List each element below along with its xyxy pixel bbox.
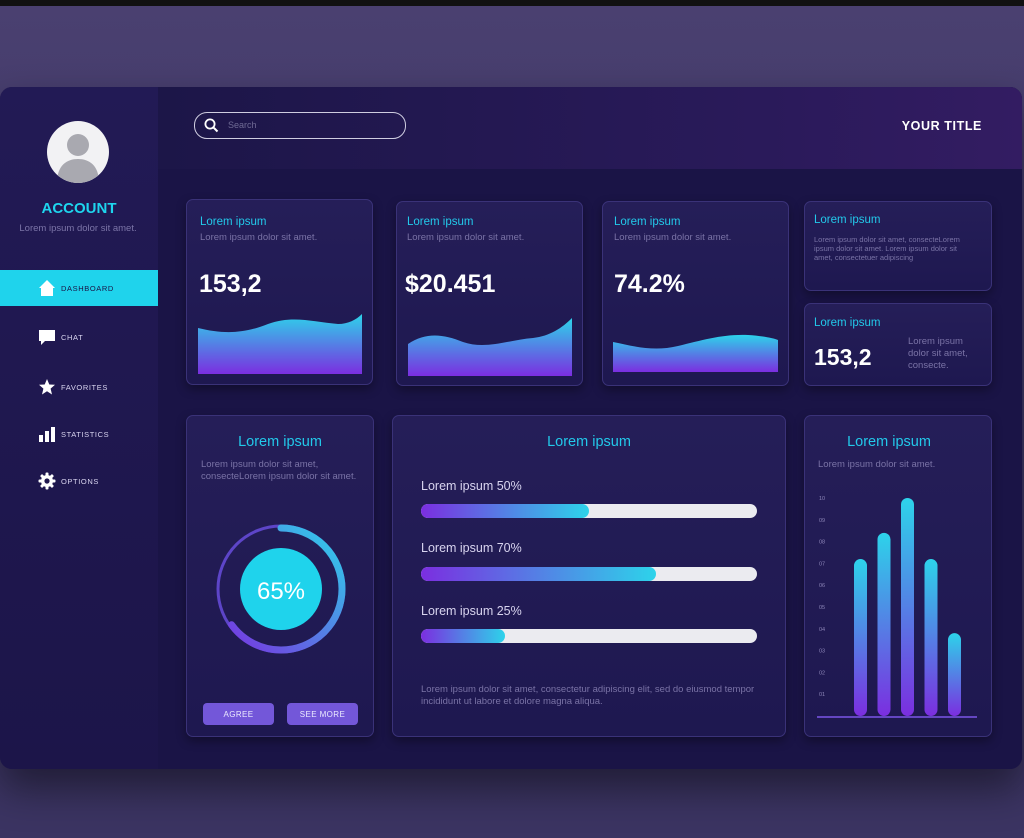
area-sparkline — [198, 314, 362, 374]
progress-fill — [421, 504, 589, 518]
card-text: Lorem ipsum dolor sit amet, consecte. — [908, 336, 968, 371]
stat-value: $20.451 — [405, 270, 496, 298]
card-title: Lorem ipsum — [547, 434, 631, 450]
card-text: Lorem ipsum dolor sit amet, consecteLore… — [814, 235, 960, 262]
sidebar-item-statistics[interactable]: STATISTICS — [0, 416, 158, 452]
card-title: Lorem ipsum — [814, 317, 881, 329]
stat-card[interactable]: Lorem ipsum Lorem ipsum dolor sit amet. … — [396, 201, 583, 386]
card-subtitle: Lorem ipsum dolor sit amet. — [614, 232, 732, 243]
progress-fill — [421, 629, 505, 643]
gear-icon — [37, 471, 57, 491]
search-placeholder: Search — [228, 120, 257, 130]
sidebar-item-label: FAVORITES — [61, 382, 108, 392]
progress-label: Lorem ipsum 70% — [421, 541, 522, 555]
account-subtitle: Lorem ipsum dolor sit amet. — [19, 223, 137, 234]
y-tick-label: 07 — [819, 561, 825, 567]
top-edge — [0, 0, 1024, 6]
card-title: Lorem ipsum — [614, 216, 681, 228]
card-title: Lorem ipsum — [238, 434, 322, 450]
avatar[interactable] — [47, 121, 109, 183]
chart-bar — [877, 532, 891, 716]
card-title: Lorem ipsum — [200, 216, 267, 228]
card-subtitle: Lorem ipsum dolor sit amet. — [407, 232, 525, 243]
sidebar-item-chat[interactable]: CHAT — [0, 319, 158, 355]
sidebar-item-label: OPTIONS — [61, 476, 99, 486]
area-sparkline — [613, 334, 778, 372]
chart-bar — [854, 559, 867, 716]
y-tick-label: 02 — [819, 670, 825, 676]
y-tick-label: 03 — [819, 649, 825, 655]
header-bar: Search YOUR TITLE — [158, 87, 1022, 169]
card-footer-text: Lorem ipsum dolor sit amet, consectetur … — [421, 684, 755, 707]
card-text: Lorem ipsum dolor sit amet, consecteLore… — [201, 459, 357, 482]
donut-value: 65% — [256, 578, 306, 605]
sidebar-item-favorites[interactable]: FAVORITES — [0, 369, 158, 405]
progress-card[interactable]: Lorem ipsum Lorem ipsum 50% Lorem ipsum … — [392, 415, 786, 737]
y-tick-label: 09 — [819, 518, 825, 524]
y-tick-label: 05 — [819, 605, 825, 611]
sidebar-item-dashboard[interactable]: DASHBOARD — [0, 270, 158, 306]
progress-bar — [421, 629, 757, 643]
main-area: Search YOUR TITLE Lorem ipsum Lorem ipsu… — [158, 87, 1022, 769]
sidebar-item-options[interactable]: OPTIONS — [0, 463, 158, 499]
chart-card[interactable]: Lorem ipsum Lorem ipsum dolor sit amet. … — [804, 415, 992, 737]
see-more-button[interactable]: SEE MORE — [287, 703, 358, 725]
card-title: Lorem ipsum — [407, 216, 474, 228]
progress-fill — [421, 567, 657, 581]
bar-chart: 01 02 03 04 05 06 07 08 09 10 — [817, 496, 977, 718]
progress-bar — [421, 567, 757, 581]
y-tick-label: 01 — [819, 692, 825, 698]
agree-button[interactable]: AGREE — [203, 703, 274, 725]
card-subtitle: Lorem ipsum dolor sit amet. — [818, 459, 936, 470]
y-tick-label: 08 — [819, 540, 825, 546]
dashboard-window: ACCOUNT Lorem ipsum dolor sit amet. DASH… — [0, 87, 1022, 769]
account-title: ACCOUNT — [41, 200, 117, 217]
sidebar-item-label: STATISTICS — [61, 429, 110, 439]
sidebar-item-label: CHAT — [61, 332, 84, 342]
stat-card[interactable]: Lorem ipsum Lorem ipsum dolor sit amet. … — [186, 199, 373, 385]
search-icon — [204, 118, 219, 133]
y-tick-label: 10 — [819, 496, 825, 502]
page-title: YOUR TITLE — [901, 119, 982, 133]
card-subtitle: Lorem ipsum dolor sit amet. — [200, 232, 318, 243]
sidebar: ACCOUNT Lorem ipsum dolor sit amet. DASH… — [0, 87, 158, 769]
stat-value: 153,2 — [199, 270, 262, 298]
info-card[interactable]: Lorem ipsum 153,2 Lorem ipsum dolor sit … — [804, 303, 992, 386]
card-title: Lorem ipsum — [814, 214, 881, 226]
stat-value: 153,2 — [814, 344, 872, 370]
y-tick-label: 06 — [819, 583, 825, 589]
area-sparkline — [408, 318, 572, 376]
chart-bar — [924, 559, 938, 716]
progress-label: Lorem ipsum 50% — [421, 479, 522, 493]
stat-value: 74.2% — [614, 270, 685, 298]
sidebar-item-label: DASHBOARD — [61, 283, 114, 293]
chart-bar — [948, 633, 961, 716]
chart-bar — [901, 498, 914, 716]
search-input[interactable]: Search — [194, 112, 406, 139]
y-tick-label: 04 — [819, 627, 825, 633]
info-card[interactable]: Lorem ipsum Lorem ipsum dolor sit amet, … — [804, 201, 992, 291]
stat-card[interactable]: Lorem ipsum Lorem ipsum dolor sit amet. … — [602, 201, 789, 386]
bar-chart-icon — [37, 424, 57, 444]
star-icon — [37, 377, 57, 397]
progress-bar — [421, 504, 757, 518]
chat-icon — [37, 327, 57, 347]
progress-donut — [216, 524, 346, 654]
card-title: Lorem ipsum — [847, 434, 931, 450]
donut-card[interactable]: Lorem ipsum Lorem ipsum dolor sit amet, … — [186, 415, 374, 737]
home-icon — [37, 278, 57, 298]
progress-label: Lorem ipsum 25% — [421, 604, 522, 618]
user-icon — [57, 134, 99, 183]
